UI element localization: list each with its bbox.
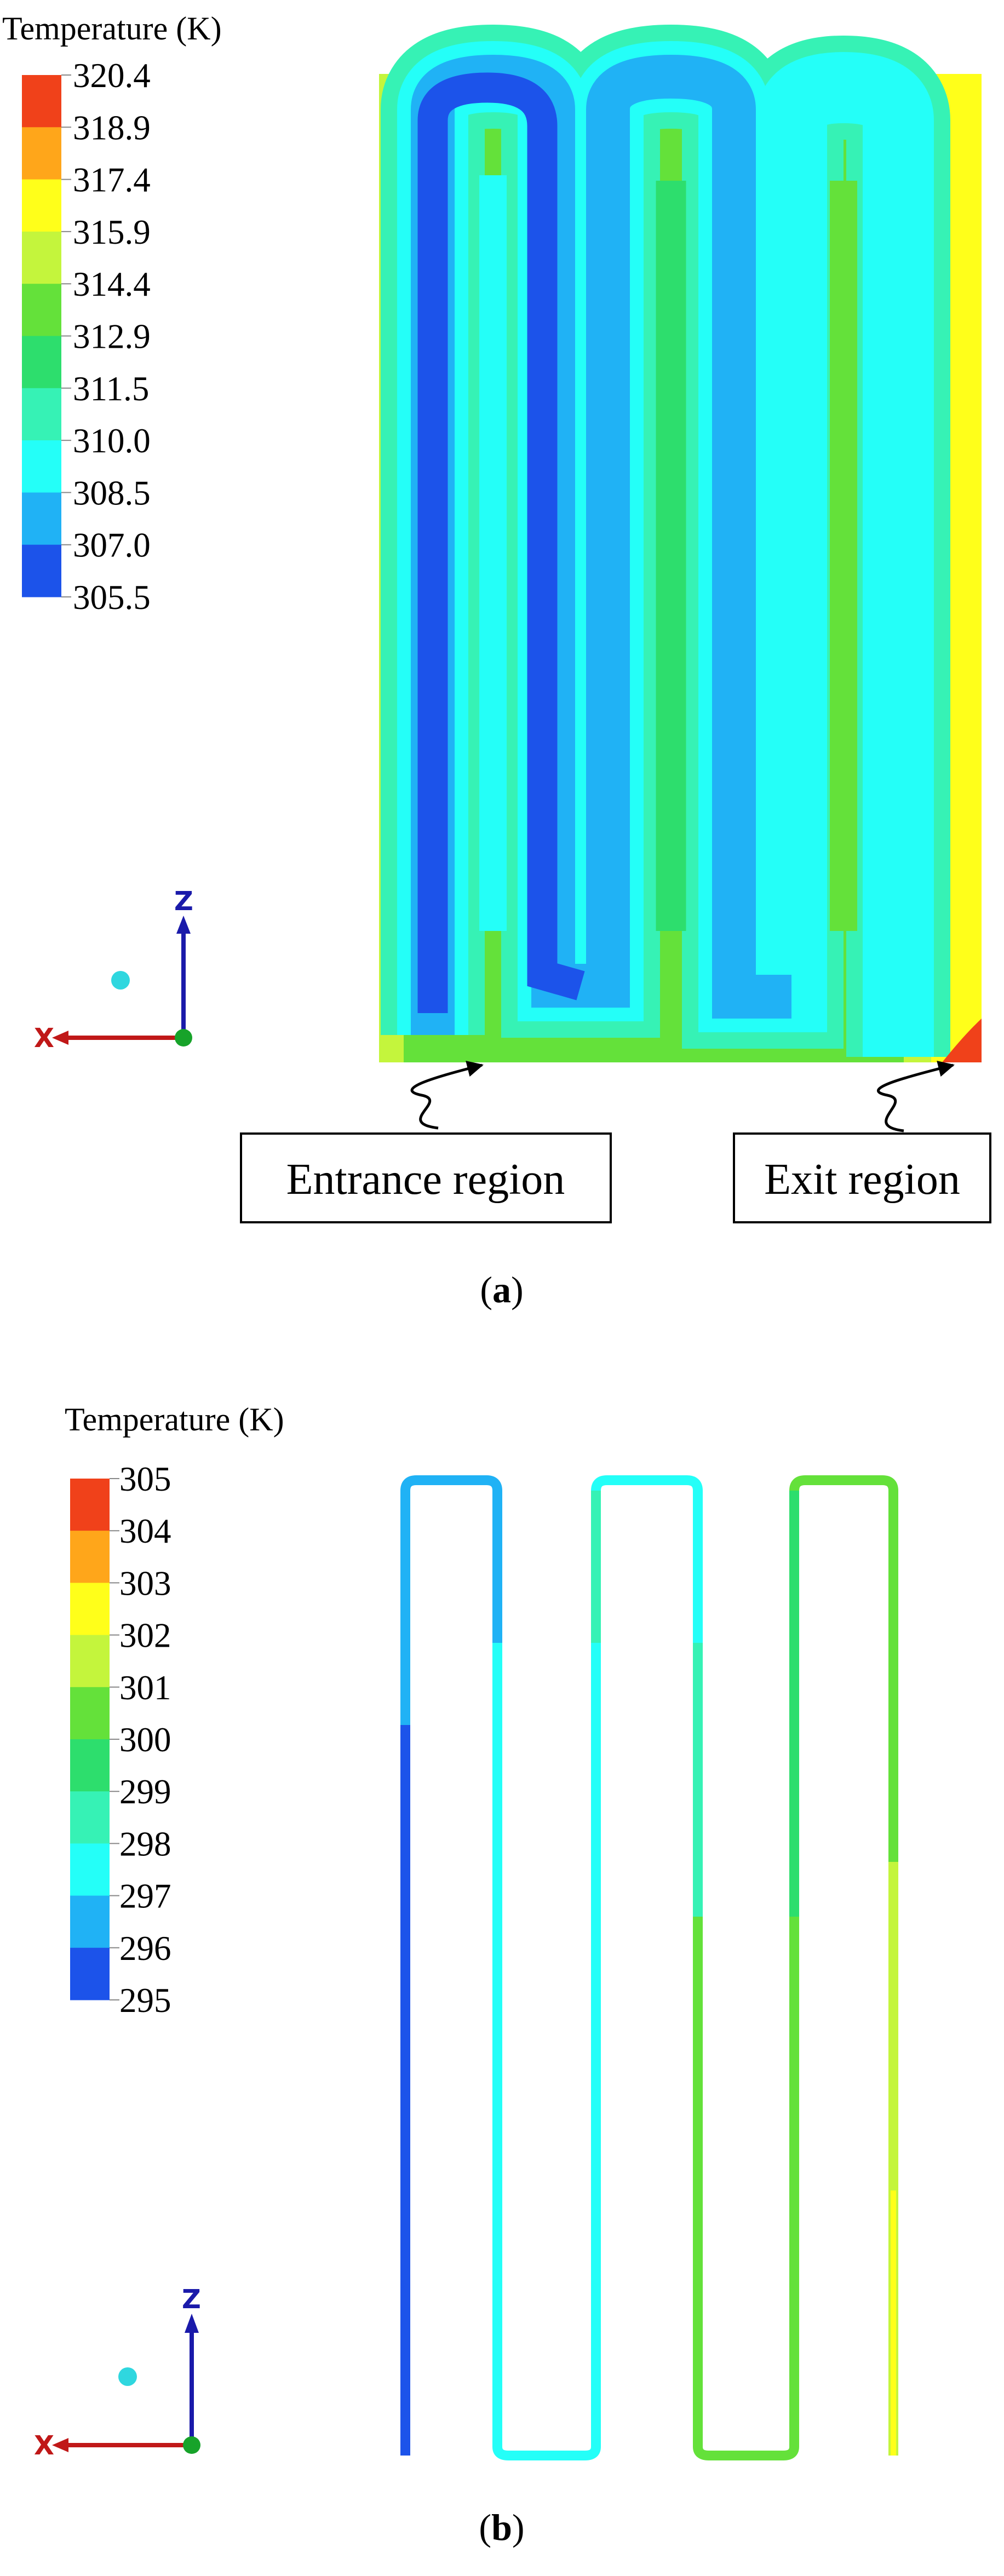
legend-tick-label: 307.0	[73, 526, 151, 565]
legend-tick-label: 300	[119, 1721, 171, 1759]
legend-swatch	[70, 1895, 110, 1948]
legend-tick-label: 305.5	[73, 578, 151, 617]
color-legend-a: 320.4 318.9 317.4 315.9 314.4 312.9 311.5 310.0…	[22, 56, 151, 617]
callout-exit: Exit region	[733, 1060, 991, 1223]
legend-title-a: Temperature (K)	[2, 10, 222, 47]
callout-entrance: Entrance region	[240, 1060, 612, 1223]
panel-a: Temperature (K) 320.4 318.9 317.4 315.9 314.…	[2, 10, 991, 1310]
legend-swatch	[70, 1947, 110, 2000]
legend-tick-label: 314.4	[73, 265, 151, 303]
legend-tick-label: 298	[119, 1825, 171, 1863]
legend-swatch	[22, 544, 61, 597]
view-axis-y-dot-b	[118, 2367, 137, 2386]
entrance-region-label: Entrance region	[286, 1155, 565, 1204]
legend-swatch	[22, 336, 61, 389]
legend-tick-label: 312.9	[73, 318, 151, 356]
exit-region-label: Exit region	[764, 1155, 960, 1204]
axis-triad-a: Z X	[34, 886, 193, 1054]
caption-b: (b)	[479, 2506, 524, 2548]
legend-tick-label: 310.0	[73, 422, 151, 460]
legend-swatch	[22, 231, 61, 284]
legend-swatch	[70, 1635, 110, 1688]
legend-swatch	[70, 1843, 110, 1896]
legend-title-b: Temperature (K)	[65, 1401, 284, 1438]
legend-swatch	[22, 127, 61, 180]
axis-triad-b: Z X	[34, 2284, 201, 2461]
legend-tick-label: 297	[119, 1877, 171, 1916]
legend-tick-label: 305	[119, 1460, 171, 1498]
legend-swatch	[22, 440, 61, 493]
legend-swatch	[70, 1583, 110, 1636]
legend-tick-label: 308.5	[73, 474, 151, 512]
legend-swatch	[22, 388, 61, 441]
legend-swatch	[70, 1791, 110, 1844]
legend-swatch	[70, 1687, 110, 1740]
legend-tick-label: 320.4	[73, 56, 151, 95]
legend-tick-label: 311.5	[73, 370, 149, 408]
x-axis-label-a: X	[34, 1023, 54, 1054]
legend-tick-label: 301	[119, 1669, 171, 1707]
legend-tick-label: 299	[119, 1773, 171, 1811]
color-legend-b: 305 304 303 302 301 300 299 298 297 296 295	[70, 1460, 171, 2020]
caption-a: (a)	[480, 1269, 523, 1310]
legend-tick-label: 296	[119, 1929, 171, 1968]
legend-tick-label: 303	[119, 1564, 171, 1602]
legend-swatch	[70, 1479, 110, 1531]
temperature-contour-plate-a	[379, 24, 982, 1062]
legend-tick-label: 304	[119, 1512, 171, 1550]
z-axis-label-a: Z	[174, 886, 193, 917]
serpentine-tube-b	[400, 1475, 898, 2460]
legend-swatch	[22, 492, 61, 545]
x-axis-label-b: X	[34, 2430, 54, 2461]
view-axis-y-dot-a	[111, 971, 130, 990]
legend-tick-label: 318.9	[73, 108, 151, 147]
legend-tick-label: 295	[119, 1981, 171, 2020]
legend-tick-label: 317.4	[73, 161, 151, 199]
legend-swatch	[22, 179, 61, 232]
legend-swatch	[22, 284, 61, 336]
legend-tick-label: 302	[119, 1617, 171, 1655]
legend-swatch	[22, 75, 61, 128]
legend-swatch	[70, 1739, 110, 1792]
legend-tick-label: 315.9	[73, 213, 151, 251]
panel-b: Temperature (K) 305 304 303 302 301 300 299 298…	[34, 1401, 898, 2548]
legend-swatch	[70, 1531, 110, 1583]
z-axis-label-b: Z	[182, 2284, 201, 2315]
